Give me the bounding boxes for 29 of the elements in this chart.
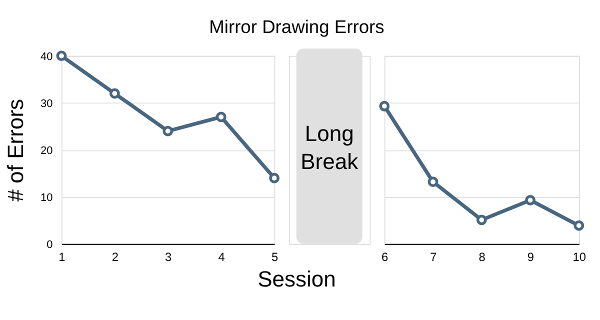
y-tick-label: 10 xyxy=(40,192,53,204)
y-tick-label: 20 xyxy=(40,145,53,157)
point xyxy=(476,214,487,226)
x-tick-label: 10 xyxy=(572,250,586,264)
text: Long Break xyxy=(300,121,360,174)
chart-title: Mirror Drawing Errors xyxy=(209,16,384,38)
point xyxy=(379,100,390,112)
x-tick-label: 9 xyxy=(527,250,534,264)
y-tick-label: 0 xyxy=(46,239,53,252)
x-tick-label: 3 xyxy=(165,250,172,264)
point xyxy=(162,126,174,136)
point xyxy=(109,88,120,99)
y-axis-title: # of Errors xyxy=(3,98,28,202)
y-tick-label: 30 xyxy=(40,98,53,110)
x-tick-label: 6 xyxy=(382,250,389,264)
point xyxy=(525,194,536,206)
x-tick-label: 7 xyxy=(430,250,438,264)
point xyxy=(428,176,438,188)
point xyxy=(216,112,226,122)
point xyxy=(269,172,280,184)
x-tick-label: 4 xyxy=(218,250,226,264)
point xyxy=(574,220,584,231)
point xyxy=(56,50,67,62)
x-tick-label: 2 xyxy=(112,250,119,264)
x-tick-label: 5 xyxy=(271,250,278,264)
x-tick-label: 8 xyxy=(478,250,486,264)
x-tick-label: 1 xyxy=(58,250,66,264)
y-tick-label: 40 xyxy=(40,50,53,63)
x-axis-title: Session xyxy=(258,266,336,292)
